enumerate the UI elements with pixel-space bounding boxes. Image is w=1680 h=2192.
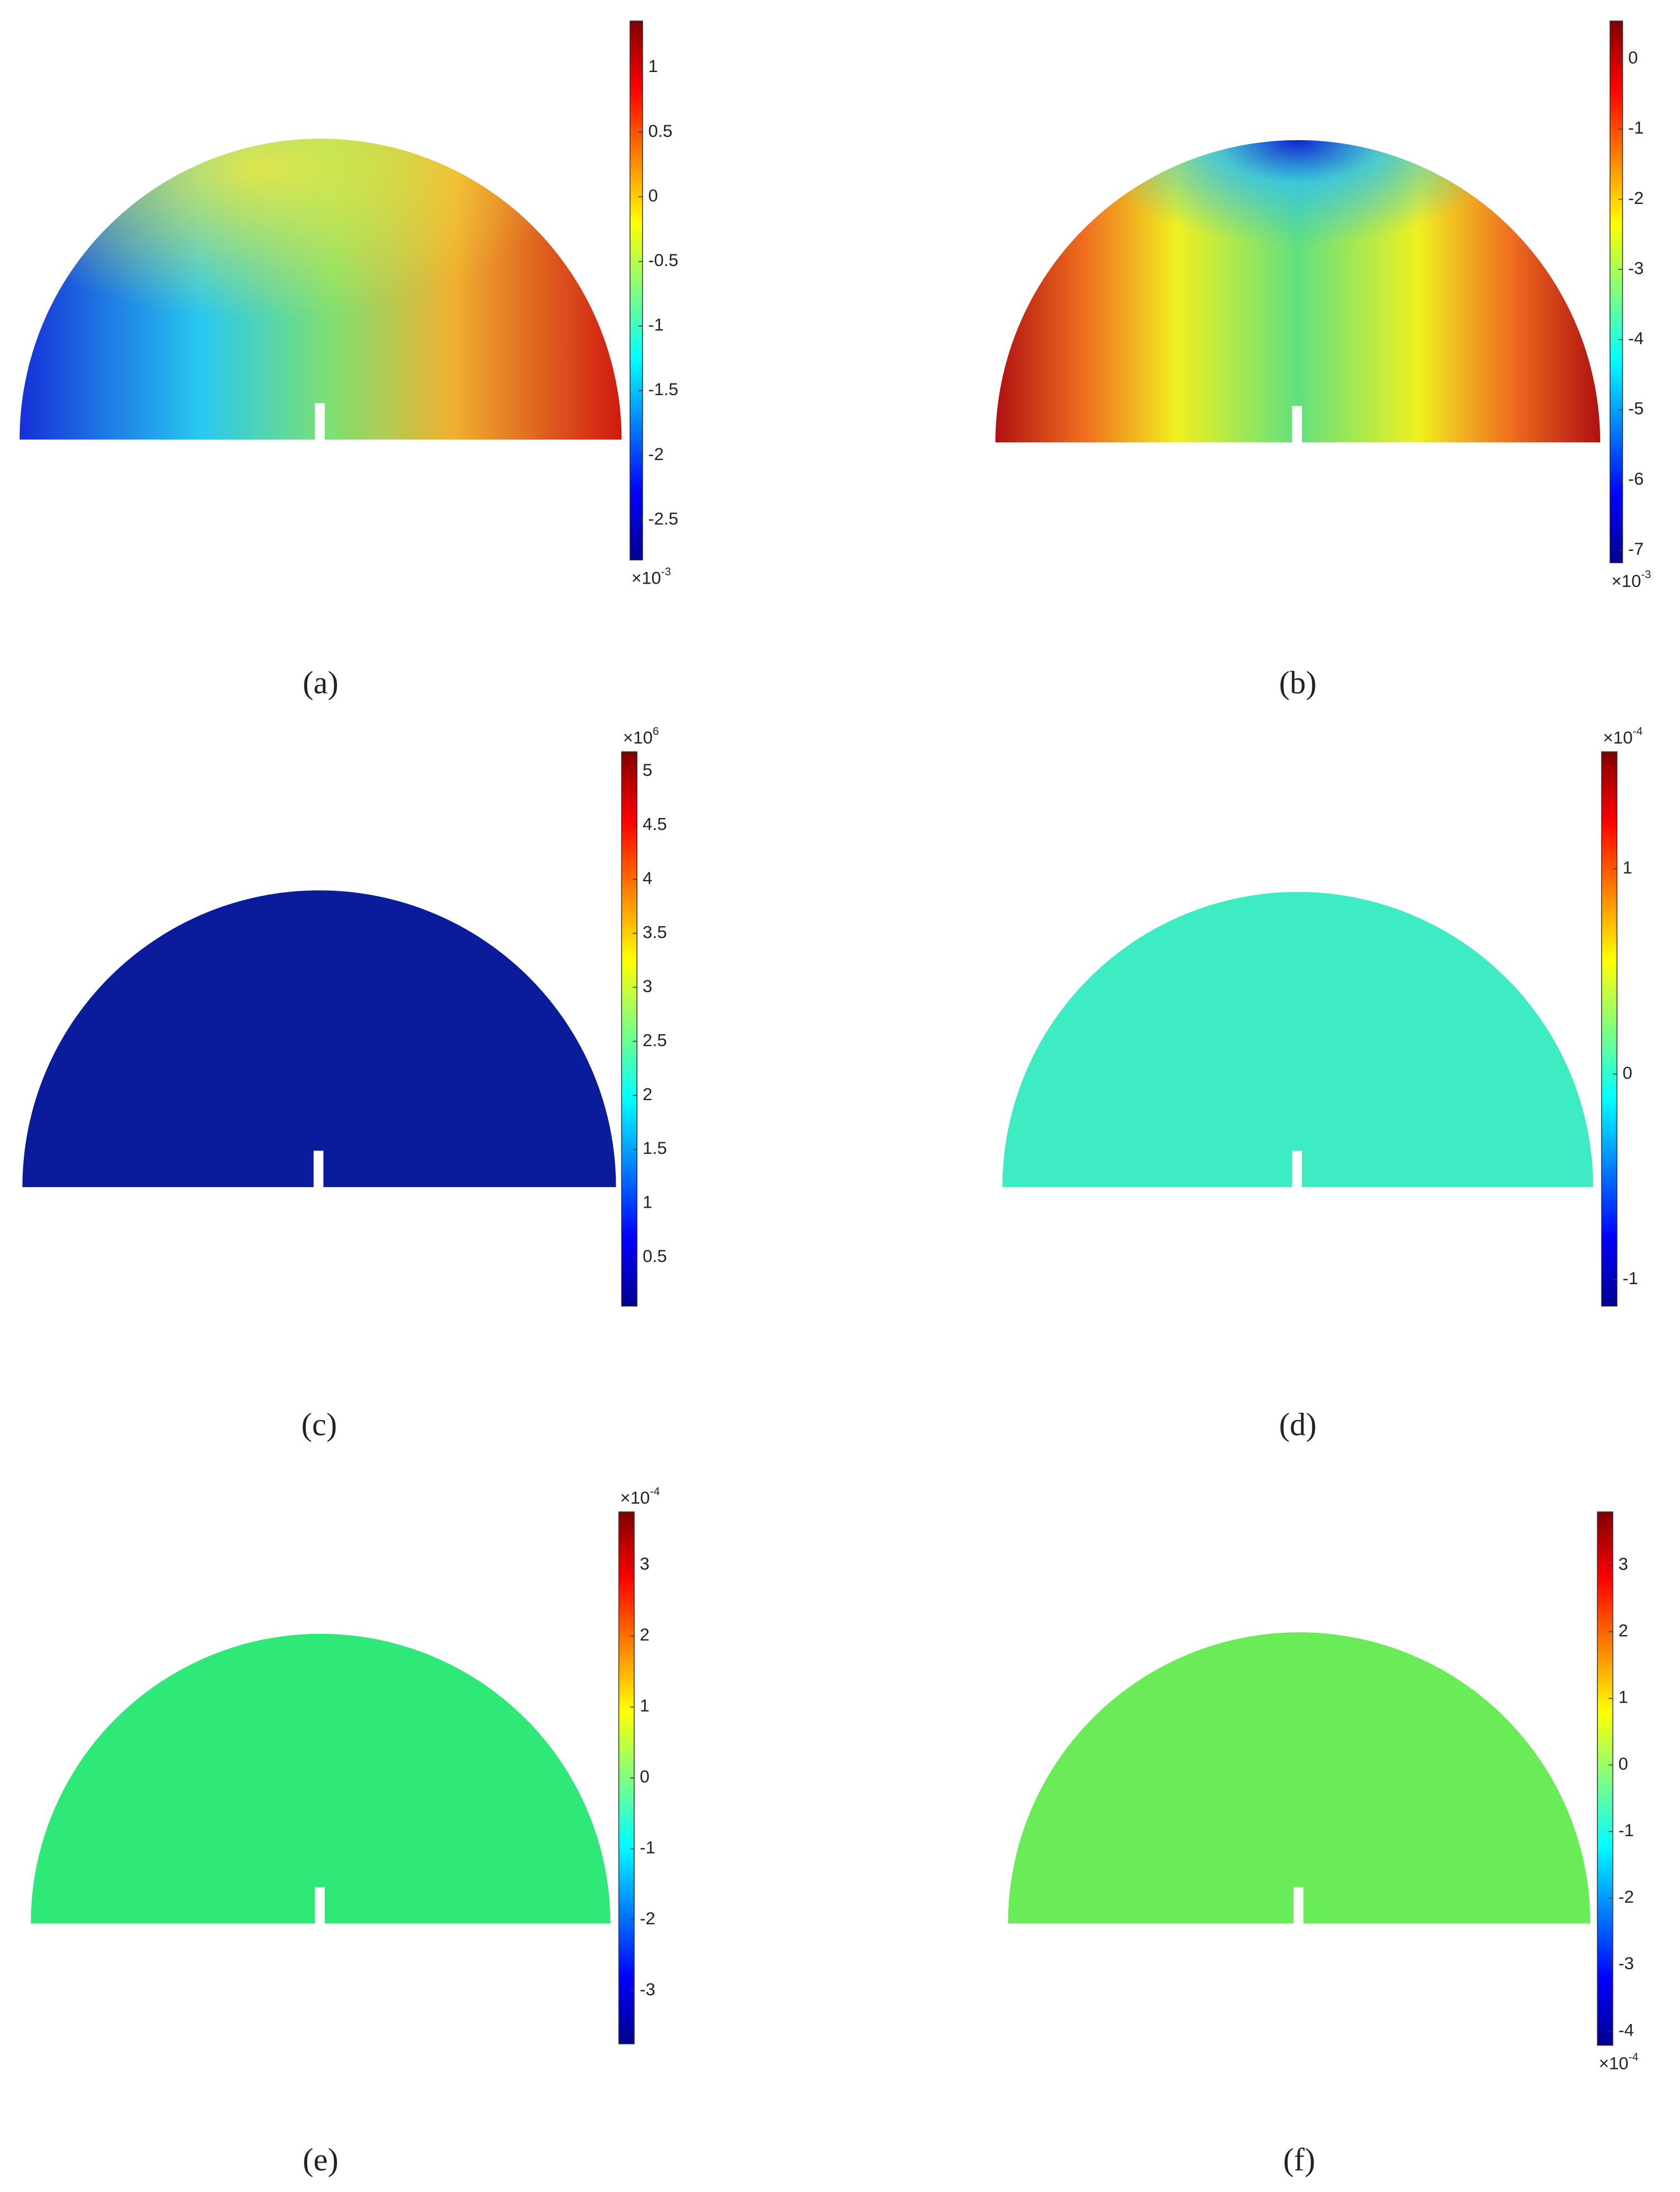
colorbar-tick-label: -2: [1618, 1887, 1634, 1907]
colorbar-tick-label: 0: [648, 185, 658, 205]
panel-label: (d): [1279, 1407, 1317, 1443]
colorbar-scale: ×10-4: [620, 1486, 660, 1508]
colorbar-scale: ×10-3: [631, 566, 671, 588]
panel: 0.5 1 1.5 2 2.5 3 3.5 4 4.5 5 ×106 (c): [22, 725, 667, 1443]
colorbar-tick-label: -1.5: [648, 379, 678, 399]
colorbar-tick-label: -4: [1628, 328, 1644, 348]
notch: [315, 403, 325, 441]
colorbar-tick-label: -3: [640, 1979, 655, 1999]
colorbar-tick-label: 2.5: [642, 1030, 667, 1050]
scale-exponent: -4: [1633, 725, 1643, 738]
scale-base: ×10: [631, 568, 661, 588]
colorbar-tick-label: 0: [1622, 1062, 1632, 1082]
colorbar-tick-label: -1: [640, 1837, 655, 1857]
colorbar-tick-label: 1: [1618, 1687, 1628, 1707]
colorbar-scale: ×106: [623, 725, 659, 748]
colorbar-tick-label: -1: [1622, 1268, 1638, 1288]
colorbar-tick-label: 3.5: [642, 922, 667, 942]
colorbar-tick-label: -0.5: [648, 250, 678, 270]
scale-exponent: -3: [661, 566, 671, 578]
colorbar-tick-label: 0: [1628, 48, 1638, 68]
notch: [1292, 406, 1303, 444]
colorbar-tick-label: 4.5: [642, 814, 667, 834]
colorbar-tick-label: 3: [640, 1554, 650, 1573]
notch: [1293, 1887, 1304, 1925]
panel-label: (c): [302, 1407, 337, 1443]
panel-label: (f): [1283, 2142, 1315, 2178]
notch: [315, 1887, 325, 1925]
panel: -3 -2 -1 0 1 2 3 ×10-4 (e): [30, 1486, 660, 2178]
colorbar-tick-label: -2: [648, 444, 663, 464]
panel-label: (b): [1279, 665, 1317, 701]
colorbar-scale: ×10-4: [1599, 2051, 1639, 2073]
colorbar-tick-label: -3: [1628, 258, 1644, 278]
colorbar: [1609, 21, 1623, 564]
panel-label: (a): [303, 665, 338, 701]
colorbar: [1597, 1511, 1613, 2046]
scale-base: ×10: [620, 1488, 650, 1508]
notch: [313, 1151, 324, 1189]
colorbar-tick-label: 1.5: [642, 1138, 667, 1158]
colorbar-tick-label: 0.5: [642, 1246, 667, 1266]
colorbar-tick-label: 2: [642, 1084, 652, 1104]
scale-base: ×10: [1603, 728, 1633, 748]
colorbar-tick-label: 0: [1618, 1754, 1628, 1774]
field-surface: [1008, 1632, 1591, 1924]
colorbar-tick-label: 4: [642, 868, 652, 888]
colorbar-tick-label: 5: [642, 760, 652, 780]
colorbar-tick-label: -1: [1618, 1820, 1634, 1840]
colorbar-tick-label: 0.5: [648, 121, 672, 141]
field-surface: [30, 1633, 611, 1924]
scale-exponent: -3: [1641, 569, 1651, 581]
field-surface: [995, 140, 1601, 443]
colorbar-tick-label: 1: [1622, 857, 1632, 877]
scale-base: ×10: [1599, 2053, 1629, 2073]
colorbar-tick-label: -5: [1628, 398, 1644, 418]
panel: -1 0 1 ×10-4 (d): [1002, 725, 1643, 1443]
colorbar-tick-label: -2: [1628, 188, 1644, 208]
scale-exponent: -4: [650, 1486, 660, 1498]
colorbar-tick-label: -2.5: [648, 508, 678, 528]
colorbar-tick-label: 3: [642, 976, 652, 996]
colorbar-tick-label: -6: [1628, 468, 1644, 488]
scale-exponent: -4: [1628, 2051, 1638, 2063]
colorbar-tick-label: 2: [640, 1624, 650, 1644]
colorbar-tick-label: 2: [1618, 1621, 1628, 1641]
field-surface: [22, 890, 616, 1187]
colorbar-tick-label: 1: [642, 1192, 652, 1212]
colorbar-tick-label: 0: [640, 1766, 650, 1786]
colorbar: [621, 751, 638, 1307]
colorbar-scale: ×10-3: [1611, 569, 1651, 591]
colorbar: [629, 21, 644, 561]
colorbar-tick-label: -3: [1618, 1953, 1634, 1973]
colorbar-tick-label: -7: [1628, 539, 1644, 559]
colorbar-tick-label: -1: [1628, 117, 1644, 137]
colorbar-tick-label: 1: [648, 56, 658, 76]
panel: -7-6-5-4-3-2-10×10-3(b): [995, 21, 1651, 701]
field-surface: [19, 139, 622, 440]
colorbar-tick-label: -1: [648, 315, 663, 335]
panel: -2.5 -2 -1.5 -1 -0.5 0 0.5 1 ×10-3 (a): [19, 21, 678, 701]
scale-exponent: 6: [653, 725, 659, 738]
colorbar-tick-label: 3: [1618, 1554, 1628, 1573]
colorbar: [1601, 751, 1618, 1307]
scale-base: ×10: [623, 728, 653, 748]
colorbar-tick-label: -4: [1618, 2020, 1634, 2040]
colorbar-scale: ×10-4: [1603, 725, 1643, 748]
scale-base: ×10: [1611, 571, 1641, 591]
panel-label: (e): [303, 2142, 338, 2178]
notch: [1292, 1151, 1303, 1189]
colorbar-tick-label: 1: [640, 1695, 650, 1715]
colorbar-tick-label: -2: [640, 1908, 655, 1928]
field-surface: [1002, 892, 1594, 1187]
